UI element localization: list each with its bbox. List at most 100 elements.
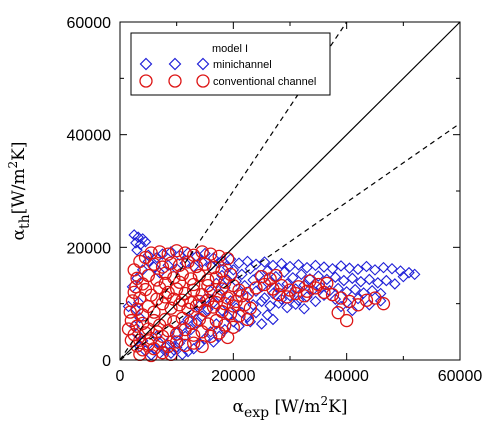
point-conventional-channel	[158, 290, 172, 304]
point-minichannel	[139, 235, 152, 248]
point-conventional-channel	[161, 324, 175, 338]
point-minichannel	[408, 268, 421, 281]
point-conventional-channel	[240, 286, 255, 301]
point-minichannel	[349, 283, 361, 296]
point-minichannel	[132, 296, 145, 309]
point-conventional-channel	[167, 292, 181, 306]
point-conventional-channel	[212, 326, 226, 340]
y-axis-label-base: α	[9, 229, 29, 241]
point-minichannel	[202, 303, 214, 316]
point-conventional-channel	[274, 278, 289, 293]
point-conventional-channel	[155, 346, 170, 360]
point-conventional-channel	[212, 249, 226, 263]
x-tick-label: 0	[116, 368, 125, 385]
point-conventional-channel	[342, 294, 357, 309]
point-conventional-channel	[170, 327, 184, 341]
point-minichannel	[326, 262, 339, 275]
point-conventional-channel	[153, 245, 167, 259]
point-conventional-channel	[351, 298, 365, 312]
point-minichannel	[264, 300, 276, 312]
point-conventional-channel	[320, 276, 334, 291]
point-minichannel	[394, 265, 407, 277]
point-conventional-channel	[204, 247, 218, 261]
solid-reference-line	[119, 21, 461, 361]
point-conventional-channel	[175, 293, 189, 307]
point-conventional-channel	[195, 245, 209, 259]
point-conventional-channel	[232, 309, 246, 323]
point-conventional-channel	[359, 293, 374, 307]
y-axis-label-sup: 2	[6, 161, 20, 169]
point-minichannel	[352, 263, 364, 276]
point-conventional-channel	[272, 288, 286, 302]
point-minichannel	[346, 272, 359, 285]
point-conventional-channel	[215, 282, 229, 296]
point-minichannel	[272, 297, 285, 309]
point-minichannel	[122, 300, 135, 313]
point-minichannel	[275, 293, 288, 305]
point-conventional-channel	[172, 275, 187, 289]
legend-box	[130, 32, 331, 96]
x-axis-label-unit-end: K]	[328, 397, 347, 417]
point-minichannel	[343, 262, 356, 274]
point-minichannel	[360, 260, 373, 273]
point-minichannel	[148, 342, 160, 355]
point-conventional-channel	[201, 278, 215, 293]
point-conventional-channel	[311, 277, 325, 292]
point-conventional-channel	[175, 267, 189, 282]
point-conventional-channel	[223, 307, 238, 321]
point-conventional-channel	[209, 295, 223, 310]
point-conventional-channel	[209, 271, 223, 285]
point-conventional-channel	[192, 312, 206, 327]
point-conventional-channel	[170, 282, 184, 296]
point-conventional-channel	[184, 295, 198, 310]
x-tick-label: 40000	[324, 368, 369, 385]
legend: model I minichannel conventional channel	[130, 32, 331, 96]
y-tick-label: 40000	[67, 128, 112, 145]
point-minichannel	[366, 284, 378, 297]
point-conventional-channel	[187, 277, 201, 292]
point-minichannel	[182, 345, 194, 358]
point-minichannel	[309, 295, 322, 308]
point-conventional-channel	[155, 260, 170, 274]
point-minichannel	[304, 273, 316, 285]
point-minichannel	[199, 332, 211, 345]
point-conventional-channel	[209, 313, 223, 328]
point-conventional-channel	[201, 293, 215, 307]
point-minichannel	[389, 278, 401, 290]
point-minichannel	[253, 269, 265, 282]
x-axis-label: αexp [W/m2K]	[233, 394, 348, 421]
point-minichannel	[335, 260, 347, 272]
point-conventional-channel	[218, 297, 232, 311]
x-axis-label-unit: [W/m	[269, 397, 320, 417]
point-conventional-channel	[204, 329, 218, 343]
y-axis-label-unit: [W/m	[9, 168, 29, 214]
legend-marker-conventional-channel	[196, 74, 210, 88]
point-minichannel	[267, 287, 279, 300]
point-conventional-channel	[189, 259, 204, 274]
point-conventional-channel	[170, 335, 184, 349]
point-conventional-channel	[235, 289, 249, 303]
legend-marker-conventional-channel	[139, 74, 153, 88]
y-axis-label-unit-end: K]	[9, 141, 29, 160]
point-minichannel	[374, 295, 387, 307]
point-minichannel	[386, 262, 398, 275]
reference-lines	[119, 21, 461, 361]
point-conventional-channel	[164, 301, 178, 315]
point-minichannel	[255, 295, 268, 308]
point-conventional-channel	[161, 247, 175, 261]
point-conventional-channel	[187, 283, 201, 297]
legend-marker-minichannel	[139, 57, 153, 71]
point-minichannel	[318, 261, 330, 273]
point-conventional-channel	[376, 297, 391, 311]
point-minichannel	[281, 301, 293, 314]
point-conventional-channel	[150, 273, 164, 287]
point-conventional-channel	[255, 269, 269, 284]
point-conventional-channel	[340, 313, 354, 328]
point-minichannel	[153, 266, 166, 279]
point-conventional-channel	[206, 260, 221, 275]
point-minichannel	[233, 320, 245, 332]
point-minichannel	[329, 271, 342, 283]
point-conventional-channel	[178, 338, 192, 353]
y-axis-label-sub: th	[17, 214, 33, 229]
